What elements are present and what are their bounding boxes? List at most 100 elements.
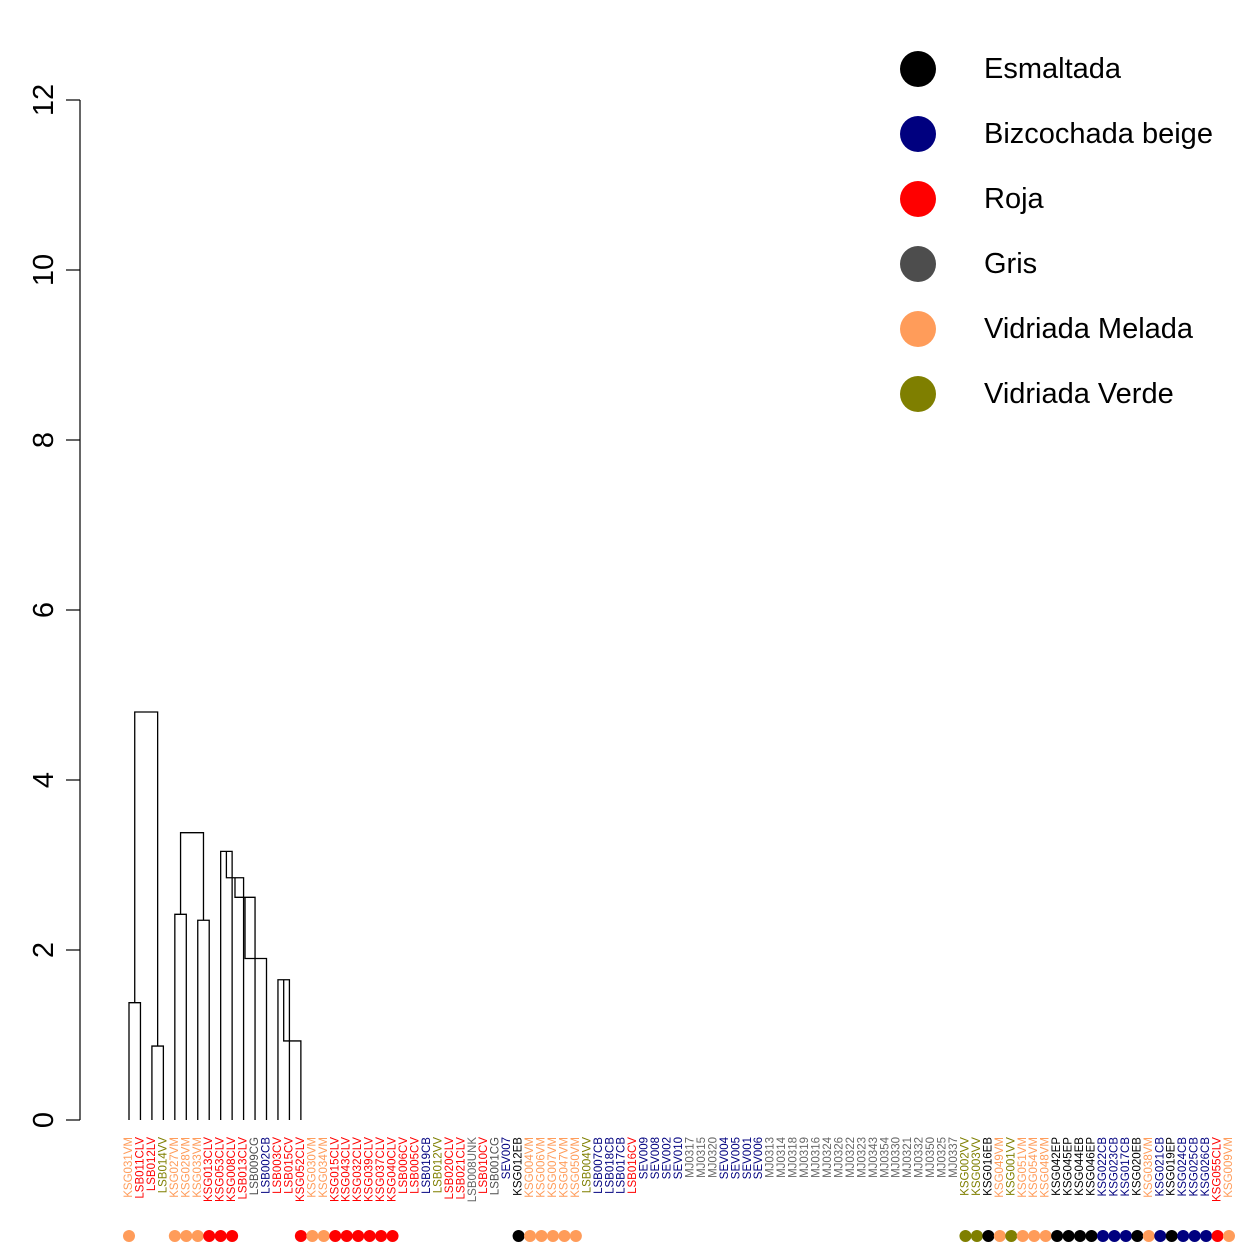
leaf-label: SEV007	[501, 1137, 513, 1179]
group-dot	[1039, 1230, 1052, 1242]
group-dot	[123, 1230, 135, 1242]
leaf-label: MJ0317	[684, 1137, 696, 1178]
group-dot	[535, 1230, 548, 1242]
group-dot	[329, 1230, 342, 1242]
leaf-label: MJ0316	[811, 1137, 823, 1178]
leaf-label: KSG052CLV	[295, 1137, 307, 1202]
dendrogram-link	[197, 919, 210, 1120]
leaf-label: KSG002VV	[959, 1137, 971, 1196]
group-dot	[1165, 1230, 1178, 1242]
leaf-label: KSG020EB	[1131, 1137, 1143, 1196]
dendrogram-link	[244, 897, 268, 1120]
leaf-label: MJ0332	[914, 1137, 926, 1178]
leaf-label: MJ0324	[822, 1136, 834, 1178]
leaf-label: KSG024CB	[1177, 1137, 1189, 1197]
group-dot	[1188, 1230, 1201, 1242]
leaf-label: MJ0325	[937, 1137, 949, 1178]
leaf-label: KSG003VV	[971, 1137, 983, 1196]
leaf-label: SEV004	[719, 1136, 731, 1179]
group-dot	[1131, 1230, 1144, 1242]
leaf-label: MJ0323	[856, 1137, 868, 1178]
group-dot	[168, 1230, 181, 1242]
group-dot	[294, 1230, 307, 1242]
leaf-label: KSG012EB	[513, 1137, 525, 1196]
group-dot	[1142, 1230, 1155, 1242]
group-dot	[546, 1230, 559, 1242]
group-dot	[180, 1230, 193, 1242]
group-dot	[191, 1230, 204, 1242]
y-tick-label: 12	[28, 84, 60, 116]
leaf-label: KSG030VM	[306, 1137, 318, 1198]
leaf-label: KSG001VV	[1005, 1137, 1017, 1196]
leaf-label: MJ0318	[788, 1137, 800, 1178]
leaf-label: KSG038VM	[1143, 1137, 1155, 1198]
leaf-label: LSB015CV	[283, 1137, 295, 1194]
y-tick-label: 4	[28, 772, 60, 788]
leaf-label: MJ0354	[879, 1136, 891, 1178]
dendrogram-tree	[128, 711, 302, 1120]
group-dot	[1154, 1230, 1167, 1242]
leaf-label: MJ0313	[765, 1137, 777, 1178]
leaf-label: LSB009CG	[249, 1137, 261, 1195]
group-dot	[524, 1230, 537, 1242]
y-tick-label: 0	[28, 1112, 60, 1128]
group-dot	[1051, 1230, 1064, 1242]
group-dot	[1211, 1230, 1224, 1242]
leaf-label: KSG055CLV	[1212, 1137, 1224, 1202]
leaf-label: LSB010CV	[478, 1137, 490, 1194]
y-tick-label: 10	[28, 254, 60, 286]
group-dot	[993, 1230, 1006, 1242]
leaf-label: KSG034VM	[318, 1137, 330, 1198]
group-dot	[558, 1230, 571, 1242]
leaf-label: MJ0320	[707, 1137, 719, 1178]
leaf-label: KSG046EP	[1086, 1137, 1098, 1196]
leaf-label: LSB006CV	[398, 1137, 410, 1194]
leaf-label: KSG015CLV	[329, 1137, 341, 1202]
group-dot	[1028, 1230, 1041, 1242]
leaf-label: KSG025CB	[1189, 1137, 1201, 1197]
y-axis: 0 2 4 6 8 10 12	[28, 84, 81, 1128]
leaf-label: SEV002	[662, 1137, 674, 1179]
leaf-label: KSG047VM	[558, 1137, 570, 1198]
leaf-label: LSB003CV	[272, 1137, 284, 1194]
group-dot	[1223, 1230, 1235, 1242]
leaf-label: SEV010	[673, 1137, 685, 1179]
legend-swatch	[900, 311, 936, 347]
leaf-label: LSB012VV	[432, 1137, 444, 1194]
leaf-label: MJ0315	[696, 1137, 708, 1178]
leaf-label: KSG019EP	[1166, 1137, 1178, 1196]
dendrogram-link	[151, 1045, 165, 1120]
legend: Esmaltada Bizcochada beige Roja Gris Vidriad…	[900, 51, 1213, 412]
leaf-label: SEV006	[753, 1137, 765, 1179]
y-tick-label: 6	[28, 602, 60, 618]
leaf-label: LSB008UNK	[467, 1137, 479, 1203]
leaf-label: KSG006VM	[536, 1137, 548, 1198]
group-dot	[226, 1230, 239, 1242]
leaf-label: MJ0319	[799, 1137, 811, 1178]
group-dot	[1108, 1230, 1121, 1242]
leaf-label: LSB002CB	[261, 1137, 273, 1194]
leaf-label: SEV001	[742, 1137, 754, 1179]
legend-swatch	[900, 376, 936, 412]
leaf-label: MJ0321	[902, 1137, 914, 1178]
leaf-label: KSG026CB	[1200, 1137, 1212, 1197]
group-dot	[1062, 1230, 1075, 1242]
leaf-label: KSG009VM	[1223, 1137, 1235, 1198]
leaf-label: LSB018CB	[604, 1137, 616, 1194]
y-tick-label: 8	[28, 432, 60, 448]
legend-swatch	[900, 181, 936, 217]
leaf-label: KSG008CLV	[226, 1137, 238, 1202]
group-dot	[340, 1230, 353, 1242]
leaf-label: LSB013CLV	[238, 1137, 250, 1200]
leaf-label: KSG022CB	[1097, 1137, 1109, 1197]
leaf-label: LSB004VV	[581, 1137, 593, 1194]
dendrogram-link	[128, 1002, 142, 1120]
group-dot	[363, 1230, 376, 1242]
leaf-label: KSG045EP	[1063, 1137, 1075, 1196]
group-dot	[386, 1230, 399, 1242]
leaf-label: KSG040CLV	[387, 1137, 399, 1202]
legend-label: Roja	[984, 183, 1045, 215]
leaf-label: KSG044EB	[1074, 1137, 1086, 1196]
group-dot	[1074, 1230, 1087, 1242]
